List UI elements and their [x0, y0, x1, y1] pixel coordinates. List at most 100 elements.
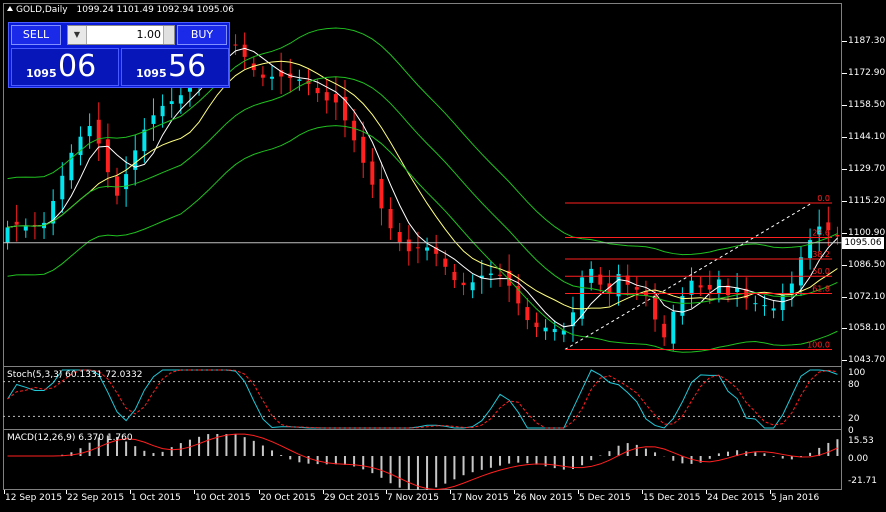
candle-body	[525, 307, 530, 321]
ohlc-values: 1099.24 1101.49 1092.94 1095.06	[76, 5, 234, 15]
candle-body	[479, 275, 484, 279]
chart-frame	[3, 3, 842, 490]
bollinger-middle-line	[7, 76, 838, 304]
stoch-title: Stoch(5,3,3) 60.1331 72.0332	[7, 370, 143, 380]
buy-quote[interactable]: 1095 56	[121, 48, 229, 86]
time-axis-label: 12 Sep 2015	[5, 493, 63, 503]
candle-body	[251, 63, 256, 71]
price-axis-tick	[842, 359, 847, 361]
time-axis-tick	[66, 490, 67, 494]
macd-axis-label: 0.00	[848, 454, 869, 464]
candle-body	[425, 247, 430, 251]
price-axis-tick	[842, 136, 847, 138]
candle-body	[105, 139, 110, 173]
stoch-macd-separator	[3, 429, 842, 430]
time-axis-tick	[770, 490, 771, 494]
time-axis-label: 15 Dec 2015	[643, 493, 701, 503]
price-axis-label: 1100.90	[848, 227, 886, 238]
price-axis-label: 1158.50	[848, 100, 886, 110]
time-axis-tick	[4, 490, 5, 494]
price-axis-tick	[842, 296, 847, 298]
candle-body	[242, 44, 247, 57]
price-axis-label: 1187.30	[848, 36, 886, 47]
stoch-signal-line	[7, 369, 838, 429]
current-price-label: 1095.06	[842, 237, 884, 249]
fib-level-label: 100.0	[807, 340, 830, 349]
time-axis-label: 24 Dec 2015	[707, 493, 765, 503]
time-axis-label: 5 Jan 2016	[771, 493, 820, 503]
buy-price-pips: 56	[168, 49, 207, 84]
fib-level-label: 38.2	[812, 250, 830, 259]
candle-body	[488, 273, 493, 275]
candle-body	[388, 208, 393, 229]
time-axis-tick	[450, 490, 451, 494]
candle-body	[680, 296, 685, 316]
candle-body	[151, 115, 156, 124]
lot-spinner[interactable]	[163, 26, 174, 44]
candle-body	[826, 222, 831, 231]
sell-quote[interactable]: 1095 06	[11, 48, 119, 86]
candle-body	[434, 247, 439, 254]
time-axis-tick	[130, 490, 131, 494]
candle-body	[753, 303, 758, 305]
triangle-up-icon	[7, 6, 13, 11]
candle-body	[461, 282, 466, 286]
candle-body	[96, 119, 101, 144]
candle-body	[625, 275, 630, 285]
stoch-main-line	[7, 369, 838, 429]
macd-title: MACD(12,26,9) 6.370 1.760	[7, 433, 133, 443]
buy-button[interactable]: BUY	[177, 25, 227, 45]
time-axis-label: 20 Oct 2015	[260, 493, 316, 503]
time-axis-label: 22 Sep 2015	[67, 493, 125, 503]
candle-body	[835, 234, 840, 237]
candle-body	[142, 129, 147, 152]
candle-body	[598, 274, 603, 285]
candle-body	[406, 239, 411, 252]
candle-body	[270, 76, 275, 79]
candle-body	[653, 295, 658, 320]
price-axis-tick	[842, 201, 847, 203]
price-axis-label: 1129.70	[848, 163, 886, 174]
candle-body	[762, 305, 767, 307]
time-axis-tick	[323, 490, 324, 494]
symbol-label: GOLD,Daily	[16, 5, 68, 15]
price-axis-tick	[842, 41, 847, 43]
fib-level-label: 0.0	[817, 194, 830, 203]
time-axis-tick	[259, 490, 260, 494]
candle-body	[662, 323, 667, 338]
price-chart[interactable]: 0.0 23.6 38.2 50.0 61.8 100.0	[3, 3, 842, 490]
price-axis-tick	[842, 73, 847, 75]
macd-axis-label: -21.71	[848, 476, 878, 486]
candle-body	[817, 226, 822, 235]
time-axis-label: 26 Nov 2015	[515, 493, 573, 503]
price-axis-tick	[842, 327, 847, 329]
price-axis-label: 1144.10	[848, 131, 886, 142]
candle-body	[23, 225, 28, 231]
time-axis-tick	[514, 490, 515, 494]
sell-button[interactable]: SELL	[11, 25, 61, 45]
candle-body	[133, 150, 138, 170]
candle-body	[808, 240, 813, 259]
chevron-down-icon[interactable]: ▼	[68, 26, 87, 44]
candle-body	[397, 232, 402, 243]
candle-body	[178, 95, 183, 104]
candle-body	[342, 96, 347, 121]
price-axis-label: 1086.50	[848, 259, 886, 270]
one-click-trading-panel: SELL ▼ 1.00 BUY 1095 06 1095 56	[8, 22, 230, 88]
time-axis-label: 7 Nov 2015	[387, 493, 439, 503]
candle-body	[607, 283, 612, 293]
candle-body	[616, 273, 621, 297]
price-axis-tick	[842, 105, 847, 106]
main-stoch-separator	[3, 366, 842, 367]
time-axis-tick	[706, 490, 707, 494]
price-axis-label: 1072.10	[848, 291, 886, 302]
time-axis-tick	[642, 490, 643, 494]
price-axis-tick	[842, 168, 847, 170]
lot-size-input[interactable]: ▼ 1.00	[67, 25, 175, 45]
sell-price-pips: 06	[58, 49, 97, 84]
candle-body	[124, 174, 129, 190]
fib-level-label: 23.6	[812, 229, 830, 238]
buy-price-prefix: 1095	[136, 67, 167, 80]
candle-body	[279, 70, 284, 77]
